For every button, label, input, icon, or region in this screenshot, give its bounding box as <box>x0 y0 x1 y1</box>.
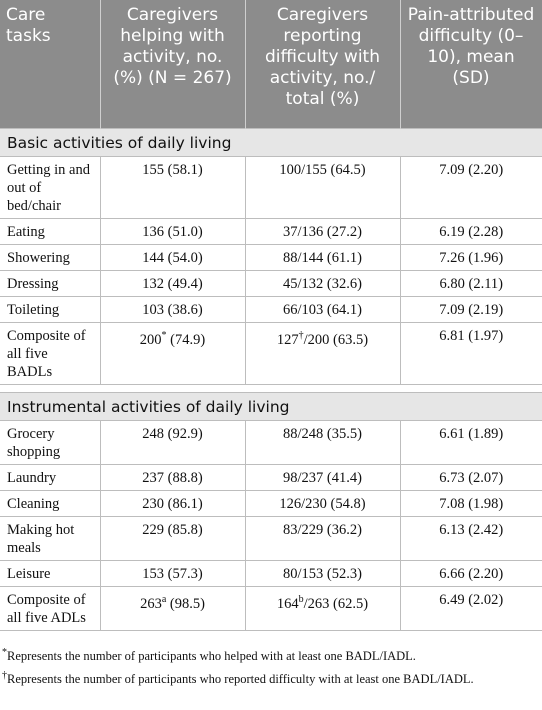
cell-footnote-mark: † <box>298 330 304 341</box>
table-row: Laundry 237 (88.8) 98/237 (41.4) 6.73 (2.07… <box>0 464 542 491</box>
section-row: Basic activities of daily living <box>0 128 542 157</box>
table-cell: 45/132 (32.6) <box>244 270 401 297</box>
table-row: Cleaning 230 (86.1) 126/230 (54.8) 7.08 (1.… <box>0 490 542 517</box>
table-cell: Composite of all five BADLs <box>0 322 101 385</box>
table-row: Leisure 153 (57.3) 80/153 (52.3) 6.66 (2.20… <box>0 560 542 587</box>
table-cell: 7.08 (1.98) <box>399 490 542 517</box>
table-cell: Dressing <box>0 270 101 297</box>
footnote: †Represents the number of participants w… <box>2 666 542 689</box>
cell-value: 263 <box>140 595 162 612</box>
table-cell: 6.81 (1.97) <box>399 322 542 385</box>
cell-value: 200 <box>139 331 162 348</box>
table-cell: 248 (92.9) <box>99 420 246 465</box>
footnote-text: Represents the number of participants wh… <box>7 649 416 664</box>
cell-value: (74.9) <box>166 331 206 348</box>
table-cell: 144 (54.0) <box>99 244 246 271</box>
table-cell: 127†/200 (63.5) <box>244 322 401 385</box>
table-cell: Toileting <box>0 296 101 323</box>
cell-value: 164 <box>276 595 299 612</box>
table-cell: 88/144 (61.1) <box>244 244 401 271</box>
section-title: Basic activities of daily living <box>0 128 542 157</box>
cell-value: 127 <box>276 331 299 348</box>
table-row: Eating 136 (51.0) 37/136 (27.2) 6.19 (2.28) <box>0 218 542 245</box>
footnote-mark: † <box>2 670 7 682</box>
spacer-cell <box>0 384 542 393</box>
footnote: *Represents the number of participants w… <box>2 643 542 666</box>
column-header: Caregivers helping with activity, no. (%… <box>100 0 246 129</box>
table-cell: 6.13 (2.42) <box>399 516 542 561</box>
section-row: Instrumental activities of daily living <box>0 392 542 421</box>
table-cell: Leisure <box>0 560 101 587</box>
cell-footnote-mark: * <box>161 330 167 341</box>
table-cell: 263a (98.5) <box>99 586 246 631</box>
table-cell: 230 (86.1) <box>99 490 246 517</box>
table-cell: Laundry <box>0 464 101 491</box>
column-header: Caregivers reporting difficulty with act… <box>245 0 401 129</box>
table-cell: Composite of all five ADLs <box>0 586 101 631</box>
cell-value: /263 (62.5) <box>303 595 369 612</box>
table-cell: 6.66 (2.20) <box>399 560 542 587</box>
table-cell: 200* (74.9) <box>99 322 246 385</box>
table-cell: 229 (85.8) <box>99 516 246 561</box>
column-header: Pain-attributed difficulty (0–10), mean … <box>400 0 542 129</box>
table-cell: 37/136 (27.2) <box>244 218 401 245</box>
table-row: Getting in and out of bed/chair 155 (58.1… <box>0 156 542 219</box>
table-cell: 88/248 (35.5) <box>244 420 401 465</box>
footnotes: *Represents the number of participants w… <box>0 643 542 689</box>
table-cell: 7.09 (2.20) <box>399 156 542 219</box>
table-cell: 98/237 (41.4) <box>244 464 401 491</box>
table-row: Showering 144 (54.0) 88/144 (61.1) 7.26 (1.… <box>0 244 542 271</box>
table-cell: 155 (58.1) <box>99 156 246 219</box>
table-cell: 153 (57.3) <box>99 560 246 587</box>
table-cell: Grocery shopping <box>0 420 101 465</box>
table-cell: Getting in and out of bed/chair <box>0 156 101 219</box>
table-row: Toileting 103 (38.6) 66/103 (64.1) 7.09 (2.… <box>0 296 542 323</box>
table-cell: 103 (38.6) <box>99 296 246 323</box>
table-cell: 164b/263 (62.5) <box>244 586 401 631</box>
table-cell: 6.61 (1.89) <box>399 420 542 465</box>
table-row: Grocery shopping 248 (92.9) 88/248 (35.5) 6… <box>0 420 542 465</box>
table-cell: Showering <box>0 244 101 271</box>
table-body: Basic activities of daily living Getting … <box>0 128 542 631</box>
table-cell: 126/230 (54.8) <box>244 490 401 517</box>
spacer <box>0 384 542 393</box>
table-cell: 136 (51.0) <box>99 218 246 245</box>
table-cell: Cleaning <box>0 490 101 517</box>
header-row: Care tasks Caregivers helping with activi… <box>0 0 542 129</box>
cell-value: (98.5) <box>166 595 205 612</box>
table-row: Making hot meals 229 (85.8) 83/229 (36.2) 6… <box>0 516 542 561</box>
table-row: Composite of all five BADLs 200* (74.9) 12… <box>0 322 542 385</box>
table-cell: 66/103 (64.1) <box>244 296 401 323</box>
table-cell: 7.26 (1.96) <box>399 244 542 271</box>
table-cell: 7.09 (2.19) <box>399 296 542 323</box>
footnote-mark: * <box>2 647 7 658</box>
cell-footnote-mark: a <box>161 594 167 605</box>
table-cell: 6.49 (2.02) <box>399 586 542 631</box>
column-header: Care tasks <box>0 0 101 129</box>
table-cell: 80/153 (52.3) <box>244 560 401 587</box>
cell-value: /200 (63.5) <box>303 331 369 348</box>
table-cell: Making hot meals <box>0 516 101 561</box>
table-row: Dressing 132 (49.4) 45/132 (32.6) 6.80 (2.1… <box>0 270 542 297</box>
table-cell: 6.80 (2.11) <box>399 270 542 297</box>
table-cell: 6.19 (2.28) <box>399 218 542 245</box>
table-cell: 83/229 (36.2) <box>244 516 401 561</box>
section-title: Instrumental activities of daily living <box>0 392 542 421</box>
cell-footnote-mark: b <box>298 594 304 605</box>
table-row: Composite of all five ADLs 263a (98.5) 164… <box>0 586 542 631</box>
table-cell: 6.73 (2.07) <box>399 464 542 491</box>
data-table: Care tasks Caregivers helping with activi… <box>0 0 542 631</box>
table-cell: Eating <box>0 218 101 245</box>
table-cell: 132 (49.4) <box>99 270 246 297</box>
table-cell: 100/155 (64.5) <box>244 156 401 219</box>
table-cell: 237 (88.8) <box>99 464 246 491</box>
footnote-text: Represents the number of participants wh… <box>7 672 474 687</box>
